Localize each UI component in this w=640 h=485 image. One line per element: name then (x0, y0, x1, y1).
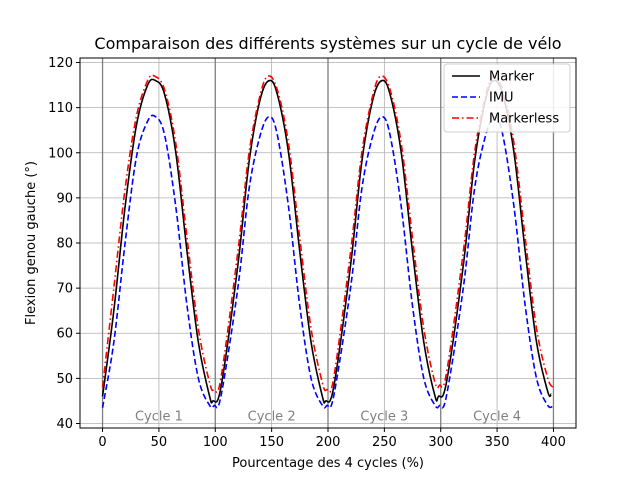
y-tick-label: 70 (56, 282, 73, 297)
x-tick-label: 150 (259, 435, 284, 450)
legend-box (443, 63, 571, 133)
series-line-marker (101, 78, 552, 404)
x-tick-label: 400 (541, 435, 566, 450)
y-tick-label: 80 (56, 237, 73, 252)
x-tick-label: 350 (485, 435, 510, 450)
legend-label: Marker (489, 70, 535, 85)
x-tick-label: 50 (151, 435, 168, 450)
y-tick-label: 40 (56, 417, 73, 432)
x-tick-label: 0 (98, 435, 106, 450)
legend: Marker IMU Markerless (443, 63, 571, 133)
x-axis-label: Pourcentage des 4 cycles (%) (232, 456, 424, 471)
y-tick-label: 120 (48, 56, 73, 71)
y-tick-label: 50 (56, 372, 73, 387)
cycle-label: Cycle 2 (248, 410, 296, 425)
cycle-label: Cycle 3 (360, 410, 408, 425)
y-axis-ticks: 40 50 60 70 80 90 100 110 120 (48, 56, 80, 432)
x-tick-label: 250 (372, 435, 397, 450)
x-axis-ticks: 0 50 100 150 200 250 300 350 400 (98, 428, 566, 450)
legend-label: IMU (489, 91, 514, 106)
y-tick-label: 110 (48, 101, 73, 116)
y-tick-label: 60 (56, 327, 73, 342)
series-line-imu (101, 114, 554, 409)
y-axis-label: Flexion genou gauche (°) (24, 161, 39, 325)
cycle-label: Cycle 4 (473, 410, 521, 425)
legend-label: Markerless (489, 112, 559, 127)
x-tick-label: 300 (428, 435, 453, 450)
cycle-label: Cycle 1 (135, 410, 183, 425)
chart-title: Comparaison des différents systèmes sur … (94, 34, 561, 53)
y-tick-label: 90 (56, 191, 73, 206)
cycle-labels: Cycle 1 Cycle 2 Cycle 3 Cycle 4 (135, 410, 521, 425)
x-tick-label: 200 (316, 435, 341, 450)
y-tick-label: 100 (48, 146, 73, 161)
x-tick-label: 100 (203, 435, 228, 450)
